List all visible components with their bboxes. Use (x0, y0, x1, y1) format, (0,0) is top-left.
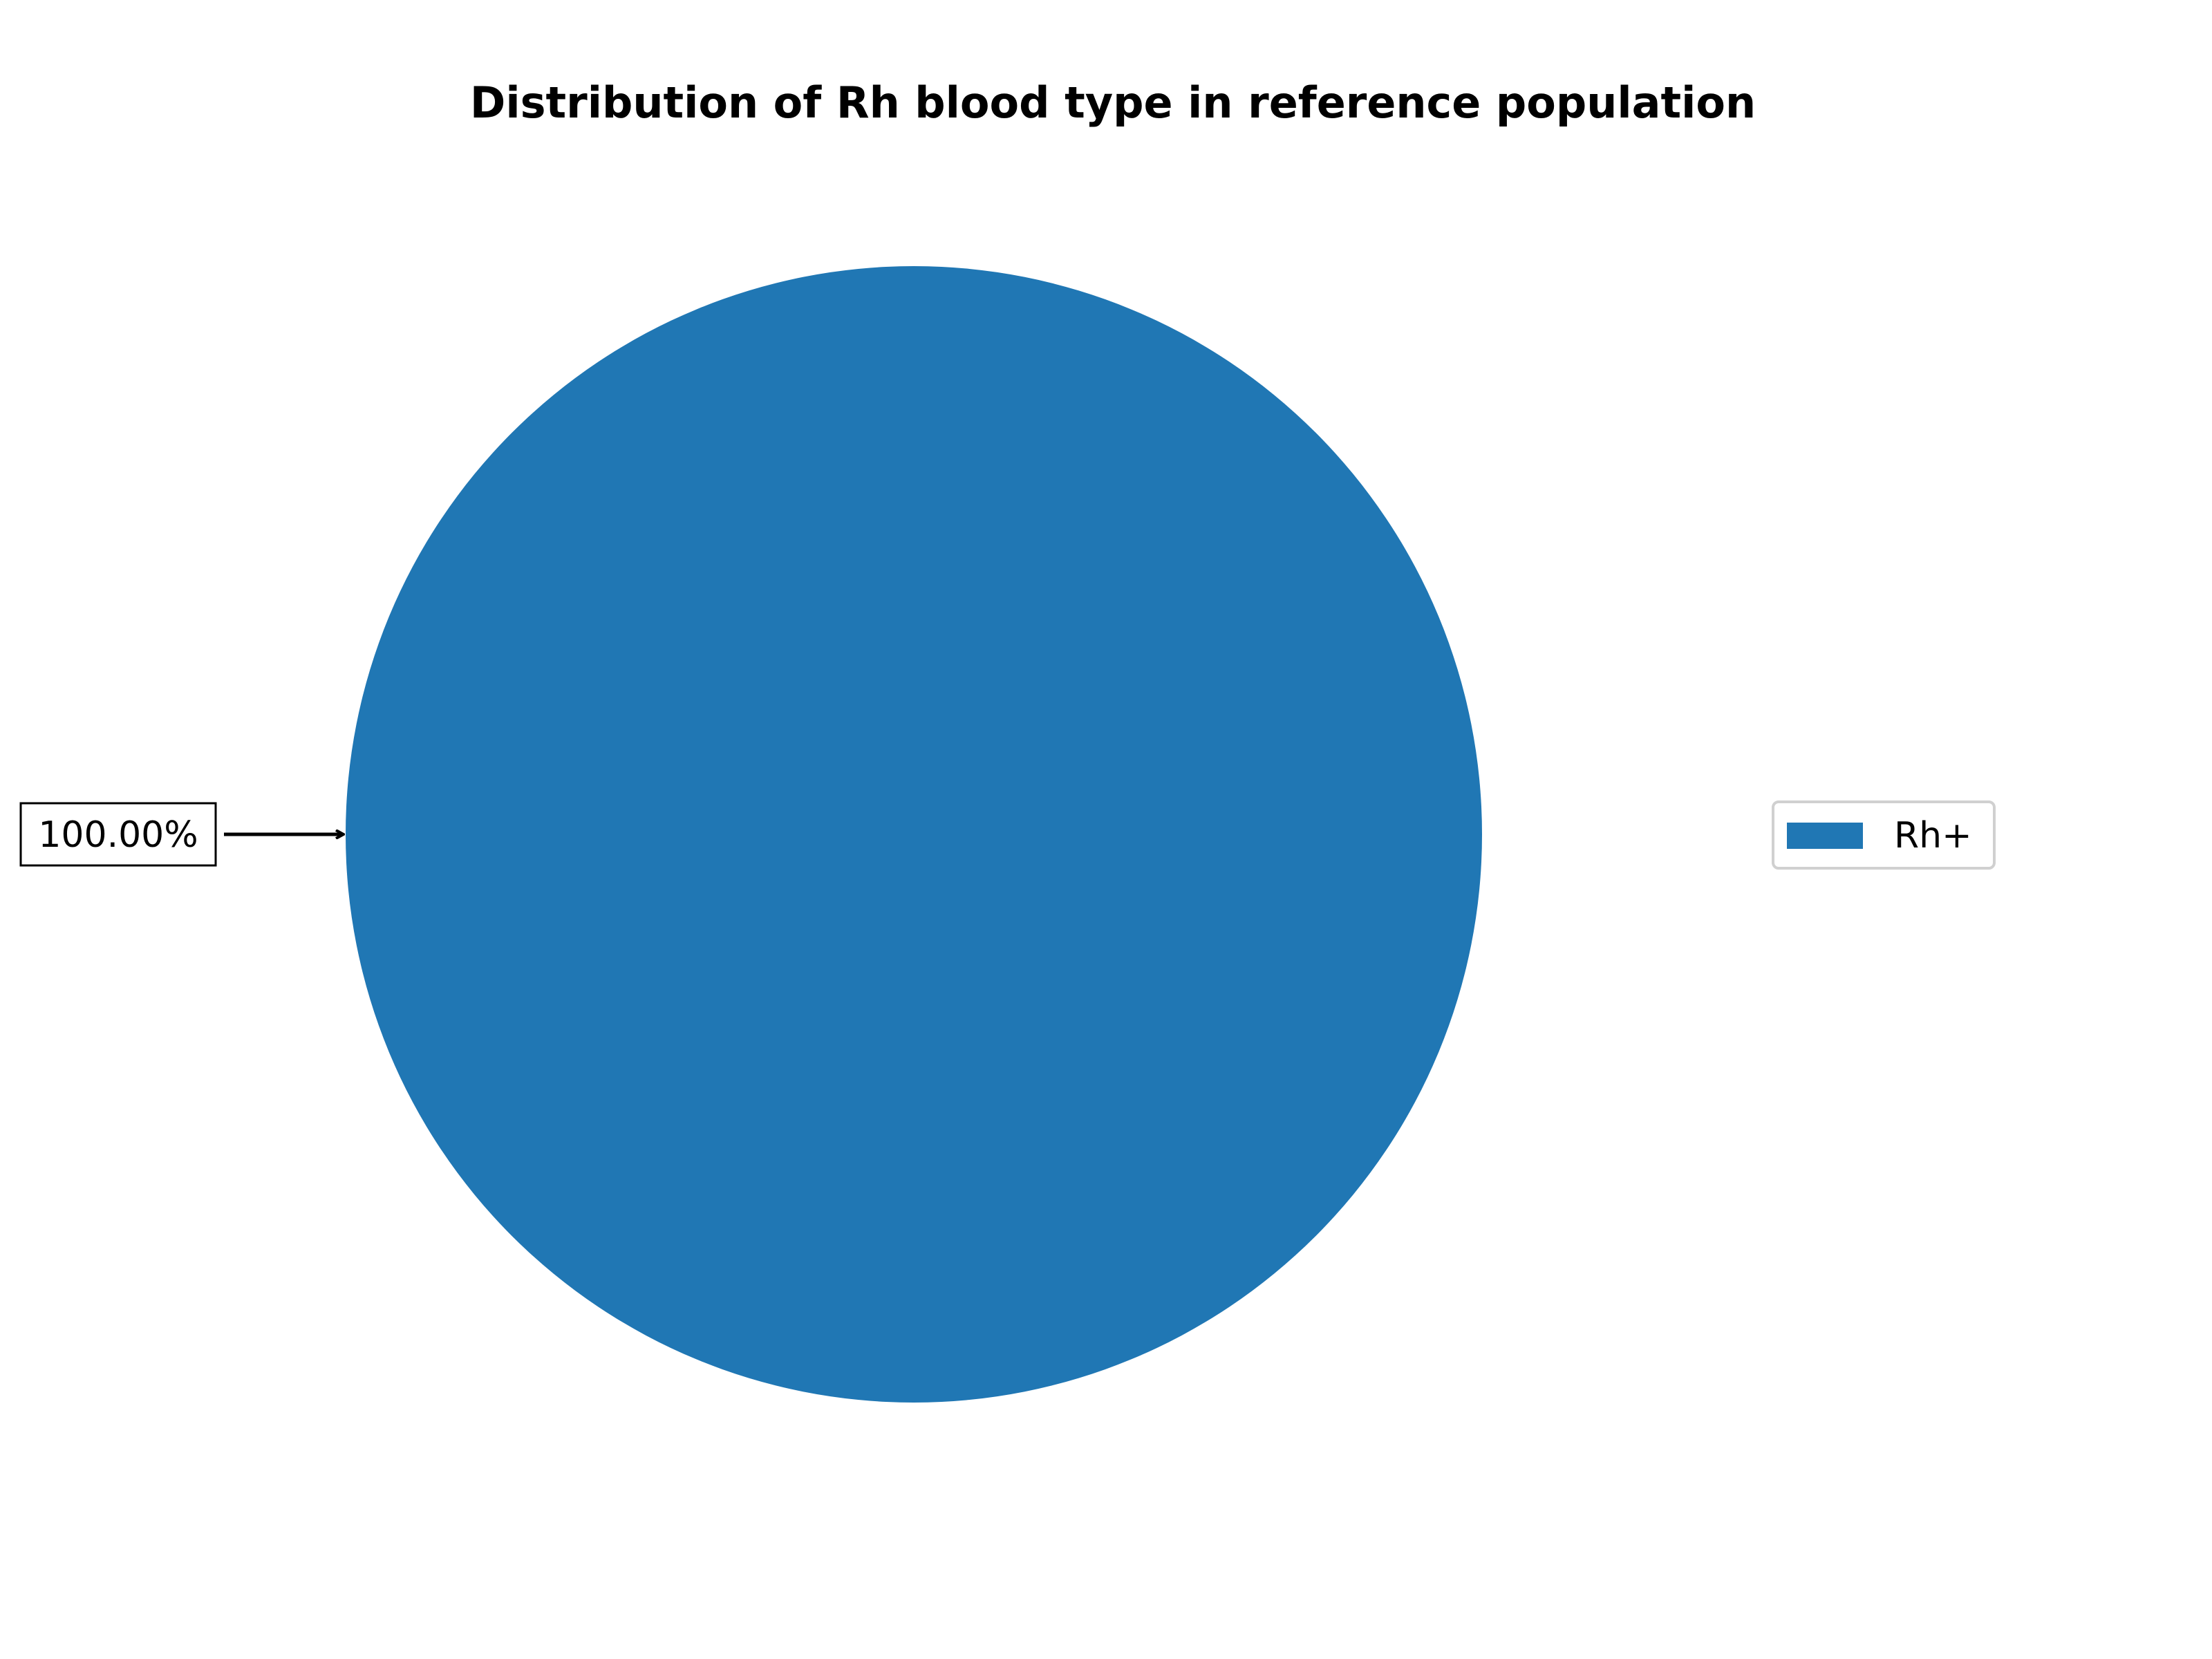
data-label-box (19, 802, 217, 867)
legend-frame (1772, 800, 1996, 870)
data-label: 100.00% (38, 814, 198, 856)
legend-items: Rh+ (1787, 815, 1972, 856)
legend: Rh+ (1772, 800, 1996, 870)
legend-label: Rh+ (1894, 815, 1972, 856)
chart-title: Distribution of Rh blood type in referen… (470, 77, 1756, 128)
legend-swatch (1787, 823, 1863, 849)
pie-slice-rh- (346, 266, 1482, 1403)
pie-data-labels: 100.00% (19, 802, 343, 867)
pie-slices (346, 266, 1482, 1403)
